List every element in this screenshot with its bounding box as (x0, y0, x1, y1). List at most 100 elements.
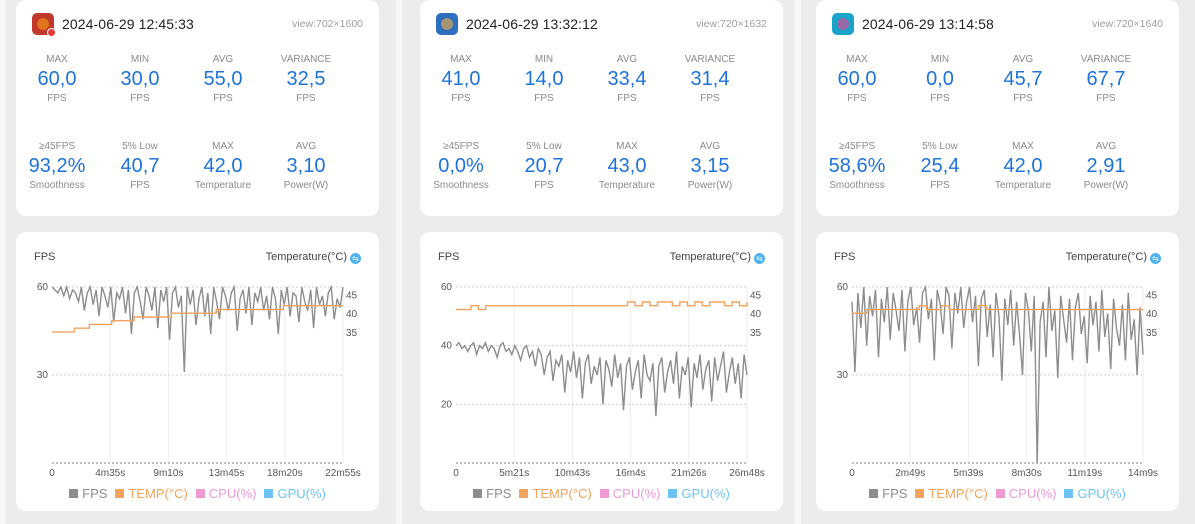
legend-item[interactable]: FPS (473, 486, 511, 501)
stat-unit: Smoothness (433, 180, 489, 191)
stat-block: MAX 42,0 Temperature (982, 140, 1064, 192)
stat-label: AVG (212, 54, 234, 65)
record-badge-icon (47, 28, 56, 37)
legend-label: FPS (82, 486, 108, 501)
legend-item[interactable]: FPS (69, 486, 107, 501)
stat-unit: Power(W) (687, 180, 733, 191)
stat-value: 58,6% (828, 155, 886, 177)
session-panel: 2024-06-29 13:14:58 view:720×1640 MAX 60,0 F… (816, 0, 1179, 524)
legend-swatch (1064, 489, 1074, 498)
stat-unit: FPS (617, 93, 637, 104)
stat-label: VARIANCE (1080, 54, 1132, 65)
stat-block: MIN 14,0 FPS (503, 53, 585, 105)
stat-value: 40,7 (120, 155, 160, 177)
fps-temperature-chart[interactable]: 0 2m49s 5m39s 8m30s 11m19s 14m9s 60 30 45 40 35 (816, 277, 1179, 482)
stat-label: MIN (534, 54, 554, 65)
legend-label: CPU(%) (1008, 486, 1057, 501)
legend-item[interactable]: GPU(%) (264, 486, 326, 501)
legend-item[interactable]: FPS (869, 486, 907, 501)
swap-axis-icon[interactable]: ⇆ (1150, 253, 1161, 264)
x-tick-label: 0 (849, 468, 855, 479)
stat-label: ≥45FPS (38, 141, 76, 152)
stat-value: 45,7 (1003, 68, 1043, 90)
stat-block: VARIANCE 31,4 FPS (669, 53, 751, 105)
stat-value: 32,5 (286, 68, 326, 90)
stat-label: MAX (46, 54, 68, 65)
x-tick-label: 22m55s (325, 468, 361, 479)
stat-unit: Temperature (598, 180, 656, 191)
legend-item[interactable]: TEMP(°C) (115, 486, 188, 501)
stat-label: ≥45FPS (838, 141, 876, 152)
stat-value: 2,91 (1086, 155, 1126, 177)
legend-swatch (668, 489, 678, 498)
stat-block: MAX 60,0 FPS (816, 53, 898, 105)
chart-card[interactable]: FPS Temperature(°C) ⇆ 0 2m49s 5m39s 8m30s 11m19… (816, 232, 1179, 511)
view-resolution: view:702×1600 (292, 18, 363, 30)
stat-block: ≥45FPS 58,6% Smoothness (816, 140, 898, 192)
fps-temperature-chart[interactable]: 0 4m35s 9m10s 13m45s 18m20s 22m55s 60 30 45 40 35 (16, 277, 379, 482)
stat-unit: Power(W) (1083, 180, 1129, 191)
stat-unit: FPS (930, 93, 950, 104)
swap-axis-icon[interactable]: ⇆ (754, 253, 765, 264)
stat-value: 31,4 (690, 68, 730, 90)
stat-label: 5% Low (526, 141, 562, 152)
legend-item[interactable]: CPU(%) (195, 486, 256, 501)
chart-y2-title: Temperature(°C) ⇆ (1066, 251, 1161, 264)
stat-label: MIN (130, 54, 150, 65)
legend-item[interactable]: CPU(%) (995, 486, 1057, 501)
stat-unit: FPS (130, 93, 150, 104)
stat-value: 41,0 (441, 68, 481, 90)
game-app-icon-cyan (832, 13, 854, 35)
legend-label: TEMP(°C) (128, 486, 188, 501)
x-tick-label: 16m4s (616, 468, 646, 479)
y2-tick-label: 45 (346, 290, 358, 301)
chart-legend: FPS TEMP(°C) CPU(%) GPU(%) (420, 486, 783, 501)
view-resolution: view:720×1640 (1092, 18, 1163, 30)
fps-temperature-chart[interactable]: 0 5m21s 10m43s 16m4s 21m26s 26m48s 60 40 20 45 40 3… (420, 277, 783, 482)
chart-card[interactable]: FPS Temperature(°C) ⇆ 0 5m21s 10m43s 16m4s 21m2… (420, 232, 783, 511)
session-header: 2024-06-29 13:32:12 view:720×1632 (436, 13, 767, 37)
stat-unit: FPS (700, 93, 720, 104)
stat-value: 33,4 (607, 68, 647, 90)
legend-swatch (519, 489, 529, 498)
stats-card[interactable]: 2024-06-29 12:45:33 view:702×1600 MAX 60,0 F… (16, 0, 379, 216)
session-timestamp: 2024-06-29 12:45:33 (62, 16, 194, 32)
legend-item[interactable]: CPU(%) (599, 486, 660, 501)
chart-legend: FPS TEMP(°C) CPU(%) GPU(%) (816, 486, 1179, 501)
x-tick-label: 11m19s (1067, 468, 1102, 479)
y2-tick-label: 40 (1146, 309, 1158, 320)
stat-label: MAX (450, 54, 472, 65)
stat-block: VARIANCE 67,7 FPS (1065, 53, 1147, 105)
y-tick-label: 30 (837, 370, 849, 381)
stat-label: ≥45FPS (442, 141, 480, 152)
x-tick-label: 0 (49, 468, 55, 479)
legend-item[interactable]: TEMP(°C) (519, 486, 592, 501)
legend-label: FPS (486, 486, 512, 501)
stat-block: MIN 30,0 FPS (99, 53, 181, 105)
swap-axis-icon[interactable]: ⇆ (350, 253, 361, 264)
stats-card[interactable]: 2024-06-29 13:14:58 view:720×1640 MAX 60,0 F… (816, 0, 1179, 216)
legend-item[interactable]: GPU(%) (1064, 486, 1126, 501)
chart-y-title: FPS (438, 251, 460, 263)
x-tick-label: 10m43s (555, 468, 591, 479)
chart-card[interactable]: FPS Temperature(°C) ⇆ 0 4m35s 9m10s 13m45s 18m2… (16, 232, 379, 511)
chart-y2-title: Temperature(°C) ⇆ (670, 251, 765, 264)
x-tick-label: 4m35s (95, 468, 125, 479)
stat-unit: Smoothness (829, 180, 885, 191)
y2-tick-label: 45 (1146, 290, 1158, 301)
fps-series-line (455, 340, 748, 417)
stat-unit: Temperature (994, 180, 1052, 191)
stat-value: 3,15 (690, 155, 730, 177)
stat-unit: FPS (451, 93, 471, 104)
stat-unit: FPS (296, 93, 316, 104)
legend-item[interactable]: GPU(%) (668, 486, 730, 501)
stat-unit: Smoothness (29, 180, 85, 191)
y-tick-label: 20 (441, 399, 453, 410)
temperature-series-line (52, 305, 343, 333)
chart-y-title: FPS (34, 251, 56, 263)
stats-card[interactable]: 2024-06-29 13:32:12 view:720×1632 MAX 41,0 F… (420, 0, 783, 216)
stat-label: MAX (1012, 141, 1034, 152)
legend-item[interactable]: TEMP(°C) (915, 486, 988, 501)
temperature-series-line (456, 301, 748, 311)
stat-block: MAX 60,0 FPS (16, 53, 98, 105)
